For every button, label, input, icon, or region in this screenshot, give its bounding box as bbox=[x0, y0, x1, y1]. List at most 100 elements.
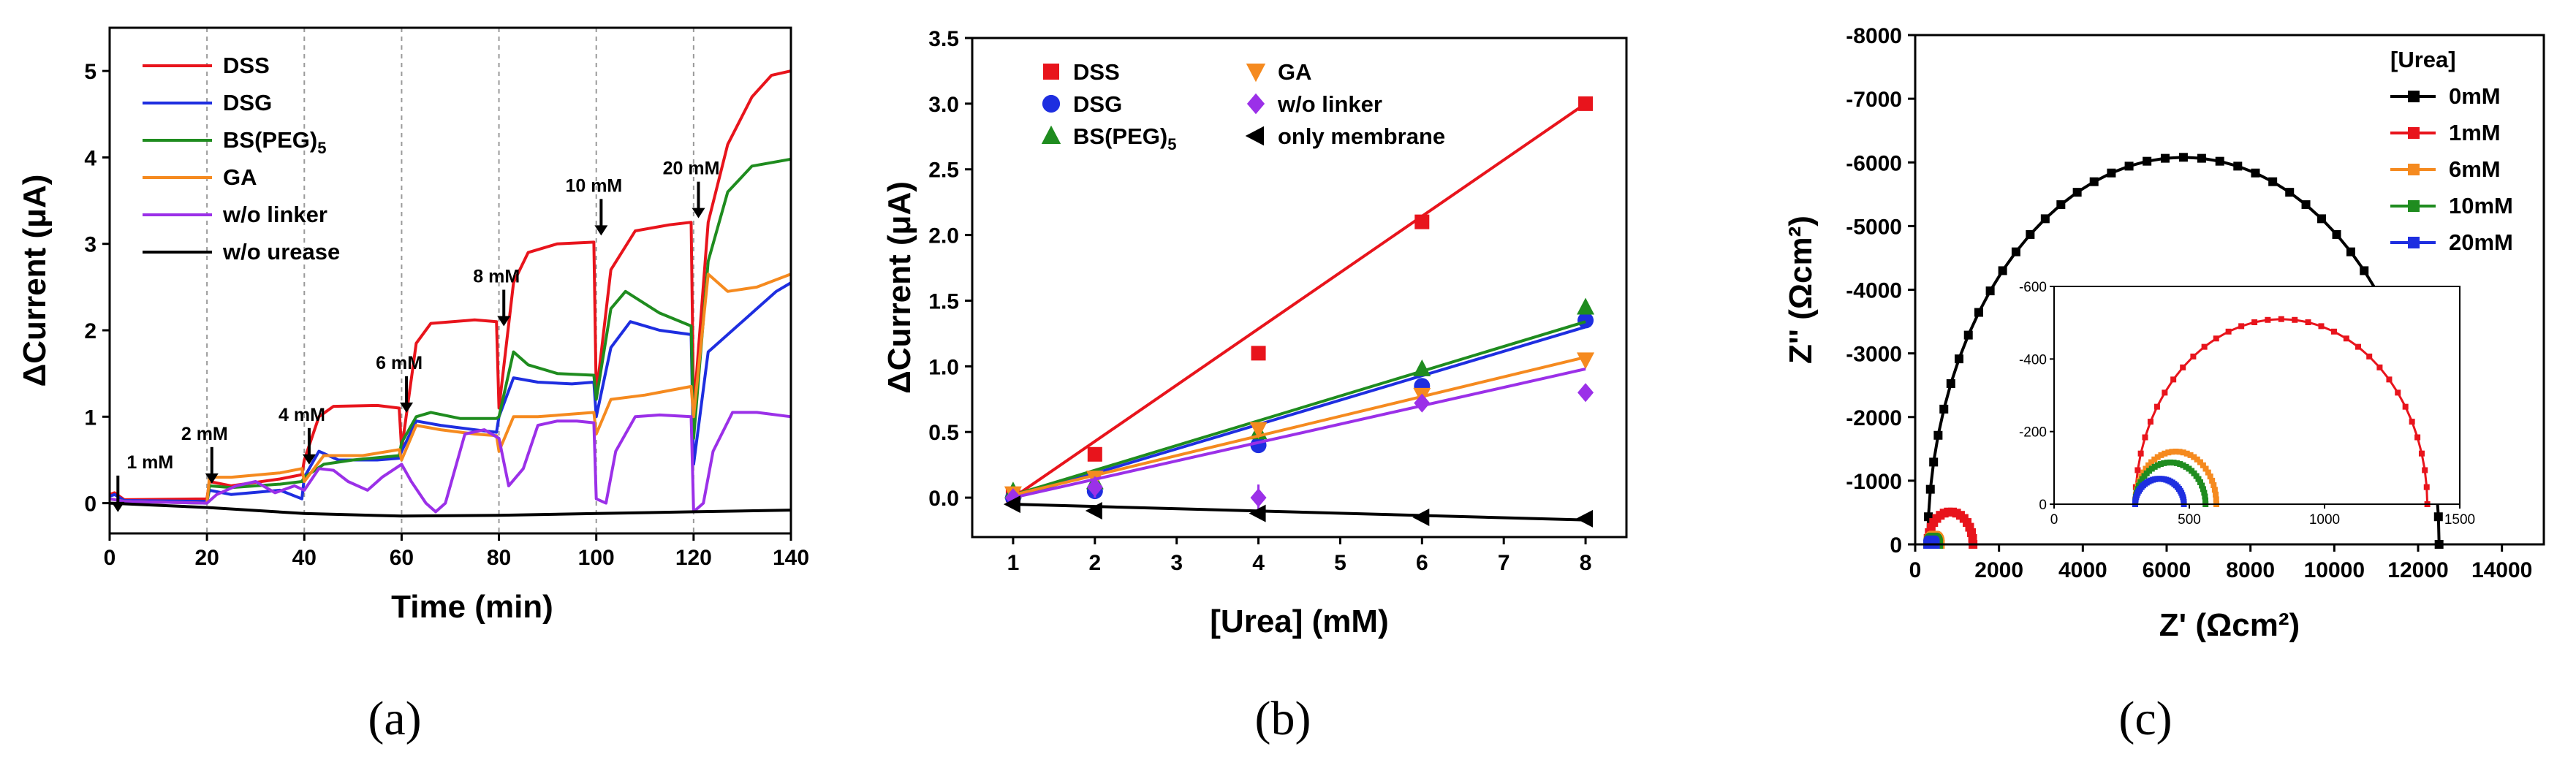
legend-marker-4 bbox=[1246, 93, 1265, 115]
annotation-arrow-0-head bbox=[111, 501, 125, 512]
inset-x-tick-label-2: 1000 bbox=[2309, 512, 2340, 528]
x-tick-label-6: 7 bbox=[1498, 551, 1510, 575]
x-axis-label: [Urea] (mM) bbox=[1210, 604, 1388, 639]
inset-x-tick-label-3: 1500 bbox=[2444, 512, 2475, 528]
fit-line-4 bbox=[1012, 367, 1586, 500]
inset-point-2-21 bbox=[2187, 452, 2194, 458]
legend-label-2: 6mM bbox=[2449, 156, 2501, 182]
inset-point-3-16 bbox=[2164, 460, 2170, 466]
y-tick-label-6: -6000 bbox=[1846, 151, 1902, 175]
semicircle-point-0-31 bbox=[2332, 229, 2341, 239]
semicircle-point-0-3 bbox=[1929, 457, 1939, 467]
inset-point-1-21 bbox=[2330, 328, 2337, 335]
legend-label-0: DSS bbox=[223, 53, 270, 78]
y-axis-label: ΔCurrent (μA) bbox=[17, 175, 53, 387]
panel-a-line-chart: 0 20 40 60 80 100 120 140 0 1 2 3 4 5 Time (min) ΔCurre… bbox=[17, 26, 809, 625]
inset-point-2-7 bbox=[2140, 469, 2147, 476]
x-tick-label-3: 60 bbox=[390, 546, 414, 570]
inset-point-1-9 bbox=[2180, 364, 2186, 370]
legend-swatch-marker-2 bbox=[2408, 164, 2420, 175]
semicircle-point-0-5 bbox=[1939, 404, 1949, 414]
inset-point-1-13 bbox=[2225, 328, 2232, 335]
inset-point-2-29 bbox=[2209, 477, 2216, 484]
x-tick-label-2: 4000 bbox=[2058, 558, 2107, 582]
data-point-4-4 bbox=[1577, 383, 1594, 403]
y-tick-label-5: 5 bbox=[84, 60, 96, 84]
x-tick-label-4: 5 bbox=[1334, 551, 1346, 575]
annotation-arrow-2-head bbox=[302, 454, 316, 465]
legend-label-0: DSS bbox=[1073, 59, 1120, 85]
inset-y-tick-label-3: -600 bbox=[2019, 280, 2047, 295]
inset-point-2-30 bbox=[2211, 482, 2217, 488]
legend-label-3: GA bbox=[1278, 59, 1312, 85]
y-tick-label-2: 1.0 bbox=[928, 355, 959, 379]
semicircle-point-0-10 bbox=[1985, 286, 1995, 296]
legend-swatch-marker-0 bbox=[2408, 91, 2420, 102]
y-tick-label-3: 3 bbox=[84, 233, 96, 257]
data-point-0-1 bbox=[1087, 446, 1102, 462]
x-tick-label-5: 6 bbox=[1416, 551, 1428, 575]
y-tick-label-1: -1000 bbox=[1846, 470, 1902, 494]
inset-point-2-9 bbox=[2145, 462, 2152, 468]
semicircle-point-0-32 bbox=[2346, 247, 2355, 256]
inset-point-3-15 bbox=[2161, 460, 2167, 466]
data-point-5-2 bbox=[1249, 504, 1266, 522]
inset-point-1-17 bbox=[2278, 316, 2284, 322]
inset-point-3-13 bbox=[2154, 462, 2161, 468]
inset-point-2-23 bbox=[2194, 456, 2200, 463]
x-tick-label-0: 1 bbox=[1007, 551, 1020, 575]
annotation-arrow-4-head bbox=[497, 316, 511, 327]
inset-point-1-24 bbox=[2366, 353, 2373, 360]
legend-label-1: DSG bbox=[1073, 91, 1122, 117]
legend-swatch-marker-4 bbox=[2408, 237, 2420, 248]
inset-y-tick-label-2: -400 bbox=[2019, 352, 2047, 368]
inset-point-2-15 bbox=[2165, 449, 2172, 456]
annotation-2: 4 mM bbox=[279, 405, 325, 425]
inset-point-2-26 bbox=[2202, 465, 2209, 472]
annotation-4: 8 mM bbox=[473, 267, 520, 287]
legend-label-4: w/o linker bbox=[222, 202, 327, 227]
legend-label-2: BS(PEG)5 bbox=[223, 127, 326, 157]
semicircle-point-0-19 bbox=[2124, 161, 2134, 171]
inset-point-1-18 bbox=[2292, 316, 2298, 323]
legend-label-5: only membrane bbox=[1278, 123, 1445, 149]
y-tick-label-4: 4 bbox=[84, 146, 96, 170]
y-tick-label-3: 1.5 bbox=[928, 289, 959, 313]
semicircle-point-0-11 bbox=[1998, 266, 2007, 275]
inset-point-1-12 bbox=[2213, 335, 2219, 342]
inset-point-3-14 bbox=[2157, 461, 2164, 468]
annotation-3: 6 mM bbox=[376, 353, 423, 373]
inset-point-3-20 bbox=[2177, 461, 2183, 468]
legend-marker-2 bbox=[1041, 125, 1061, 144]
x-tick-label-1: 20 bbox=[194, 546, 219, 570]
inset-point-2-10 bbox=[2148, 459, 2155, 465]
data-point-0-3 bbox=[1414, 214, 1430, 229]
inset-x-tick-label-0: 0 bbox=[2050, 512, 2058, 528]
y-tick-label-1: 1 bbox=[84, 406, 96, 430]
legend-marker-1 bbox=[1042, 94, 1061, 113]
series-line-2 bbox=[109, 157, 792, 505]
fit-line-5 bbox=[1012, 503, 1586, 522]
y-tick-label-0: 0.0 bbox=[928, 487, 959, 511]
inset-point-1-33 bbox=[2423, 484, 2430, 490]
data-point-3-2 bbox=[1249, 422, 1268, 439]
semicircle-point-0-29 bbox=[2301, 200, 2311, 210]
annotation-6: 20 mM bbox=[663, 159, 720, 179]
legend-label-1: 1mM bbox=[2449, 120, 2501, 145]
y-tick-label-2: -2000 bbox=[1846, 406, 1902, 430]
y-axis-label: ΔCurrent (μA) bbox=[882, 181, 917, 394]
inset-point-1-10 bbox=[2190, 353, 2197, 360]
series-line-3 bbox=[109, 273, 792, 505]
inset-point-1-2 bbox=[2134, 467, 2141, 473]
x-tick-label-3: 6000 bbox=[2143, 558, 2192, 582]
x-tick-label-1: 2000 bbox=[1974, 558, 2023, 582]
legend-marker-5 bbox=[1245, 126, 1264, 146]
data-point-4-1 bbox=[1086, 477, 1103, 497]
semicircle-point-0-33 bbox=[2360, 266, 2369, 275]
inset-point-1-20 bbox=[2318, 323, 2325, 330]
inset-point-1-31 bbox=[2418, 450, 2425, 457]
annotation-0: 1 mM bbox=[126, 452, 173, 473]
data-point-5-1 bbox=[1085, 502, 1102, 520]
semicircle-point-0-21 bbox=[2160, 153, 2170, 163]
fit-line-2 bbox=[1012, 320, 1586, 497]
